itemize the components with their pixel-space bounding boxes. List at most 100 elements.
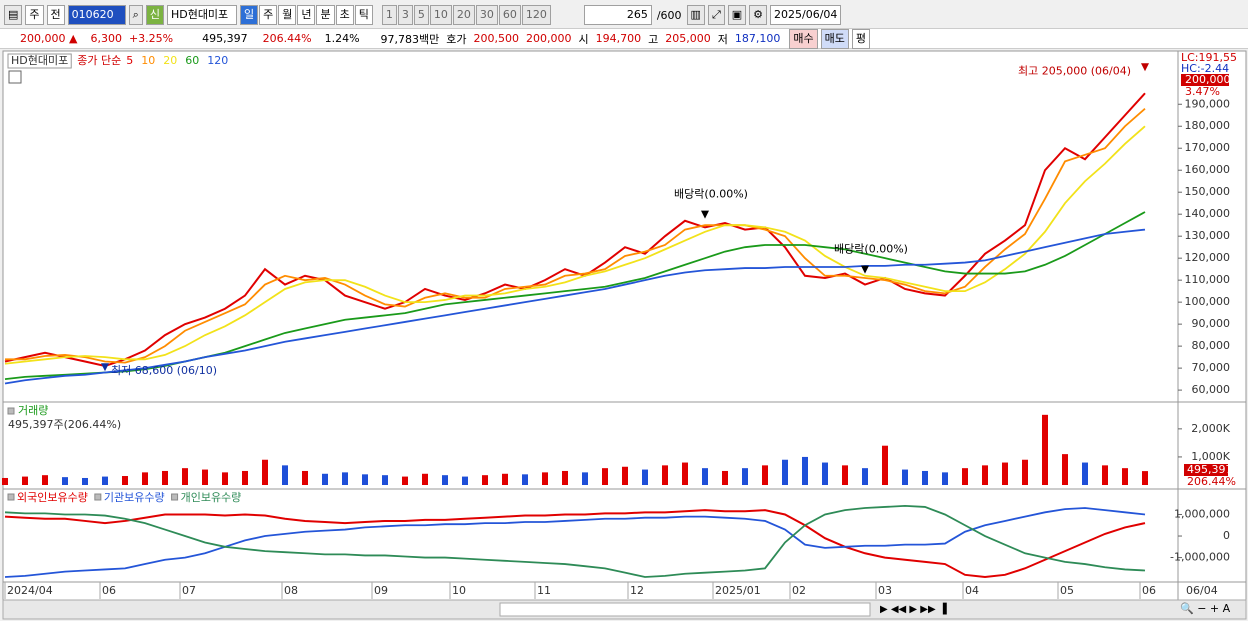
interval-button[interactable]: 3 [397, 5, 413, 25]
volume-bar [522, 474, 528, 485]
volume-bar [762, 465, 768, 485]
last-volume: 495,397 [1187, 463, 1233, 476]
volume-bar [422, 473, 428, 485]
y-tick-label: 170,000 [1185, 141, 1231, 154]
scroll-controls[interactable]: ▶ ◀◀ ▶ ▶▶ ▐ [880, 602, 947, 615]
scrollbar[interactable] [2, 599, 1247, 620]
date-input[interactable]: 2025/06/04 [770, 5, 842, 25]
period-button[interactable]: 초 [335, 5, 354, 25]
open: 194,700 [595, 32, 642, 45]
volume-bar [162, 470, 168, 485]
volume-bar [902, 469, 908, 485]
menu-button[interactable]: ▤ [4, 5, 23, 25]
annotation: 최고 205,000 (06/04) [1018, 64, 1131, 77]
volume-bar [782, 459, 788, 485]
volume-bar [42, 475, 48, 485]
period-button[interactable]: 틱 [354, 5, 373, 25]
x-tick-label: 08 [284, 584, 298, 597]
volume-bar [82, 477, 88, 485]
zoom-controls[interactable]: 🔍 − + A [1180, 601, 1231, 615]
interval-button[interactable]: 120 [521, 5, 551, 25]
interval-button[interactable]: 20 [452, 5, 475, 25]
quote-bar: 200,000 ▲ 6,300 +3.25% 495,397 206.44% 1… [0, 28, 1248, 49]
annotation-marker [861, 265, 869, 274]
period-button[interactable]: 주 [259, 5, 278, 25]
save-button[interactable]: ▣ [727, 5, 747, 25]
volume-bar [1042, 414, 1048, 485]
period-button[interactable]: 분 [316, 5, 335, 25]
series-line [4, 228, 1146, 385]
volume-bar [1062, 454, 1068, 485]
volume-bar [2, 477, 8, 485]
sell-button[interactable]: 매도 [820, 28, 849, 49]
volume-bar [1022, 459, 1028, 485]
tool-button[interactable]: ⤢ [707, 5, 725, 25]
chart-frame [2, 50, 1247, 601]
annotation-marker [701, 210, 709, 219]
legend-item: 10 [141, 54, 155, 67]
volume-bar [682, 462, 688, 485]
period-button[interactable]: 년 [297, 5, 316, 25]
high-label: 고 [648, 32, 659, 46]
x-end-label: 06/04 [1186, 584, 1218, 597]
volume-bar [1102, 465, 1108, 485]
label-box [7, 53, 72, 69]
x-tick-label: 05 [1060, 584, 1074, 597]
volume-bar [962, 468, 968, 485]
y-tick-label: 100,000 [1185, 295, 1231, 308]
type-select[interactable]: 전 [46, 5, 65, 25]
annotation-marker [101, 363, 109, 372]
volume-bar [842, 465, 848, 485]
y-tick-label: 140,000 [1185, 207, 1231, 220]
volume-bar [882, 445, 888, 485]
y-tick-label: 180,000 [1185, 119, 1231, 132]
interval-button[interactable]: 30 [475, 5, 498, 25]
panel-title: 거래량 [18, 404, 48, 417]
table-icon [8, 70, 22, 84]
x-tick-label: 12 [630, 584, 644, 597]
scroll-thumb[interactable] [499, 602, 871, 617]
volume-bar [602, 468, 608, 485]
lc-label: LC:191,55 [1181, 51, 1237, 64]
x-tick-label: 06 [1142, 584, 1156, 597]
volume-bar [942, 472, 948, 485]
low: 187,100 [734, 32, 781, 45]
stock-name: HD현대미포 [166, 5, 237, 25]
volume-bar [1002, 462, 1008, 485]
volume-bar [442, 475, 448, 485]
y-tick-label: -1,000,000 [1170, 551, 1230, 564]
search-button[interactable]: ⌕ [128, 5, 143, 25]
badge: 신 [145, 5, 164, 25]
y-tick-label: 130,000 [1185, 229, 1231, 242]
period-button[interactable]: 월 [278, 5, 297, 25]
y-tick-label: 1,000,000 [1174, 507, 1230, 520]
tool-button[interactable]: ▥ [686, 5, 705, 25]
interval-button[interactable]: 1 [381, 5, 397, 25]
legend-swatch [171, 493, 179, 501]
market-select[interactable]: 주 [25, 5, 44, 25]
period-button[interactable]: 일 [239, 5, 259, 25]
y-tick-label: 60,000 [1192, 383, 1231, 396]
buy-button[interactable]: 매수 [789, 28, 818, 49]
volume-bar [322, 473, 328, 485]
legend-swatch [94, 493, 102, 501]
volume-bar [742, 468, 748, 485]
y-tick-label: 90,000 [1192, 317, 1231, 330]
settings-button[interactable]: ⚙ [749, 5, 768, 25]
avg-button[interactable]: 평 [851, 28, 871, 49]
x-tick-label: 06 [102, 584, 116, 597]
volume-bar [502, 473, 508, 485]
legend-item: 외국인보유수량 [17, 491, 88, 504]
volume-bar [102, 476, 108, 485]
volume-bar [342, 472, 348, 485]
count-input[interactable]: 265 [583, 5, 652, 25]
x-tick-label: 02 [792, 584, 806, 597]
interval-button[interactable]: 10 [429, 5, 452, 25]
interval-button[interactable]: 5 [413, 5, 429, 25]
code-input[interactable]: 010620 [67, 5, 126, 25]
volume-bar [542, 472, 548, 485]
interval-button[interactable]: 60 [498, 5, 521, 25]
volume-bar [582, 472, 588, 485]
panel-subtitle: 495,397주(206.44%) [8, 418, 121, 431]
